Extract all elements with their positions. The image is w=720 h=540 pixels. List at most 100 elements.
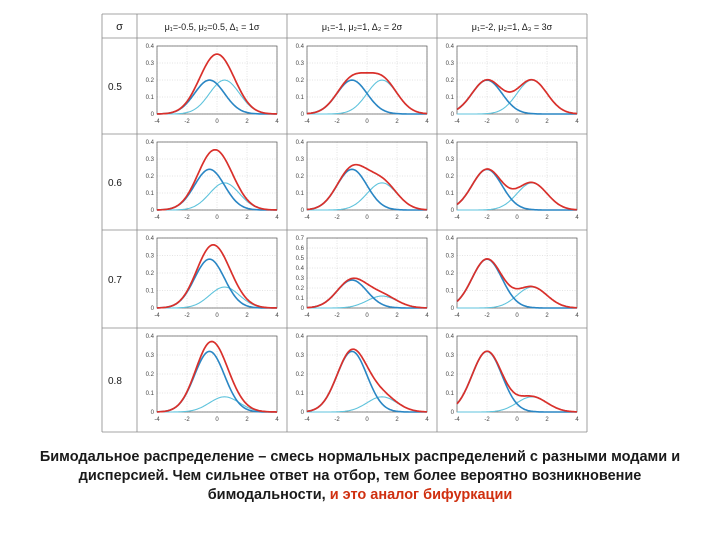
y-tick-label: 0 — [151, 208, 155, 214]
chart-panel: -4 -2 0 2 4 0 0.1 0.2 0.3 0.4 — [446, 44, 580, 125]
y-tick-label: 0.3 — [146, 157, 155, 163]
y-tick-label: 0.3 — [446, 157, 455, 163]
mixture-curve — [306, 72, 428, 115]
x-tick-label: -4 — [454, 417, 460, 423]
x-tick-label: 4 — [575, 417, 579, 423]
x-tick-label: 2 — [545, 417, 549, 423]
x-tick-label: 4 — [575, 215, 579, 221]
y-tick-label: 0 — [301, 306, 305, 312]
chart-panel: -4 -2 0 2 4 0 0.1 0.2 0.3 0.4 — [146, 334, 280, 423]
x-tick-label: 0 — [365, 417, 369, 423]
x-tick-label: 4 — [425, 417, 429, 423]
x-tick-label: 0 — [515, 119, 519, 125]
chart-panel: -4 -2 0 2 4 0 0.1 0.2 0.3 0.4 0.5 0.6 0.7 — [296, 236, 430, 319]
y-tick-label: 0 — [301, 208, 305, 214]
x-tick-label: 4 — [275, 313, 279, 319]
y-tick-label: 0.3 — [146, 353, 155, 359]
plot-frame — [456, 237, 578, 309]
second-component-curve — [157, 182, 277, 211]
y-tick-label: 0.1 — [146, 191, 155, 197]
y-tick-label: 0.4 — [296, 44, 305, 50]
y-tick-label: 0.3 — [446, 61, 455, 67]
row-label: 0.8 — [108, 376, 122, 387]
x-tick-label: 0 — [515, 313, 519, 319]
x-tick-label: 2 — [245, 119, 249, 125]
x-tick-label: -2 — [484, 313, 490, 319]
x-tick-label: 0 — [515, 417, 519, 423]
x-tick-label: 0 — [215, 313, 219, 319]
x-tick-label: -2 — [184, 215, 190, 221]
y-tick-label: 0.3 — [296, 353, 305, 359]
x-tick-label: 2 — [245, 215, 249, 221]
row-label: 0.6 — [108, 178, 122, 189]
x-tick-label: 2 — [545, 119, 549, 125]
x-tick-label: 0 — [365, 119, 369, 125]
y-tick-label: 0.2 — [296, 372, 305, 378]
x-tick-label: -4 — [304, 215, 310, 221]
y-tick-label: 0.1 — [446, 95, 455, 101]
x-tick-label: -2 — [484, 417, 490, 423]
x-tick-label: 0 — [365, 313, 369, 319]
x-tick-label: -4 — [304, 417, 310, 423]
plot-frame — [456, 141, 578, 211]
y-tick-label: 0.2 — [296, 174, 305, 180]
x-tick-label: -4 — [154, 313, 160, 319]
x-tick-label: 4 — [575, 119, 579, 125]
x-tick-label: -4 — [154, 417, 160, 423]
y-tick-label: 0.1 — [296, 391, 305, 397]
x-tick-label: -2 — [184, 417, 190, 423]
mixture-curve — [157, 243, 278, 309]
y-tick-label: 0.1 — [296, 95, 305, 101]
y-tick-label: 0 — [151, 410, 155, 416]
chart-panel: -4 -2 0 2 4 0 0.1 0.2 0.3 0.4 — [296, 44, 430, 125]
plot-frame — [306, 45, 428, 115]
x-tick-label: 2 — [395, 417, 399, 423]
plot-frame — [456, 45, 578, 115]
plot-frame — [156, 335, 278, 413]
y-tick-label: 0.1 — [146, 95, 155, 101]
x-tick-label: 4 — [425, 215, 429, 221]
y-tick-label: 0.4 — [296, 334, 305, 340]
y-tick-label: 0.2 — [446, 372, 455, 378]
y-tick-label: 0 — [151, 112, 155, 118]
x-tick-label: 0 — [365, 215, 369, 221]
x-tick-label: -2 — [184, 119, 190, 125]
row-label: 0.5 — [108, 82, 122, 93]
y-tick-label: 0 — [451, 306, 455, 312]
y-tick-label: 0.1 — [446, 191, 455, 197]
x-tick-label: -2 — [334, 215, 340, 221]
chart-panel: -4 -2 0 2 4 0 0.1 0.2 0.3 0.4 — [296, 140, 430, 221]
y-tick-label: 0.2 — [146, 372, 155, 378]
x-tick-label: 4 — [575, 313, 579, 319]
y-tick-label: 0.6 — [296, 246, 305, 252]
column-header: μ₁=-0.5, μ₂=0.5, Δ₁ = 1σ — [165, 22, 260, 32]
chart-panel: -4 -2 0 2 4 0 0.1 0.2 0.3 0.4 — [446, 334, 580, 423]
y-tick-label: 0 — [151, 306, 155, 312]
column-header: μ₁=-1, μ₂=1, Δ₂ = 2σ — [322, 22, 403, 32]
mixture-curve — [456, 258, 578, 309]
plot-frame — [156, 45, 278, 115]
plot-frame — [306, 237, 428, 309]
y-tick-label: 0.2 — [146, 271, 155, 277]
x-tick-label: 4 — [425, 119, 429, 125]
x-tick-label: 4 — [275, 417, 279, 423]
y-tick-label: 0.3 — [146, 254, 155, 260]
y-tick-label: 0.5 — [296, 256, 305, 262]
y-tick-label: 0 — [451, 410, 455, 416]
chart-panel: -4 -2 0 2 4 0 0.1 0.2 0.3 0.4 — [446, 140, 580, 221]
x-tick-label: -4 — [454, 119, 460, 125]
mixture-curve — [456, 350, 577, 413]
chart-panel: -4 -2 0 2 4 0 0.1 0.2 0.3 0.4 — [296, 334, 430, 423]
y-tick-label: 0.1 — [296, 296, 305, 302]
y-tick-label: 0.1 — [446, 289, 455, 295]
y-tick-label: 0 — [451, 112, 455, 118]
x-tick-label: 0 — [215, 119, 219, 125]
caption-accent: и это аналог бифуркации — [325, 487, 513, 503]
chart-panel: -4 -2 0 2 4 0 0.1 0.2 0.3 0.4 — [446, 236, 580, 319]
y-tick-label: 0.4 — [446, 334, 455, 340]
x-tick-label: -2 — [334, 119, 340, 125]
y-tick-label: 0.2 — [296, 78, 305, 84]
y-tick-label: 0.4 — [296, 266, 305, 272]
x-tick-label: 0 — [515, 215, 519, 221]
